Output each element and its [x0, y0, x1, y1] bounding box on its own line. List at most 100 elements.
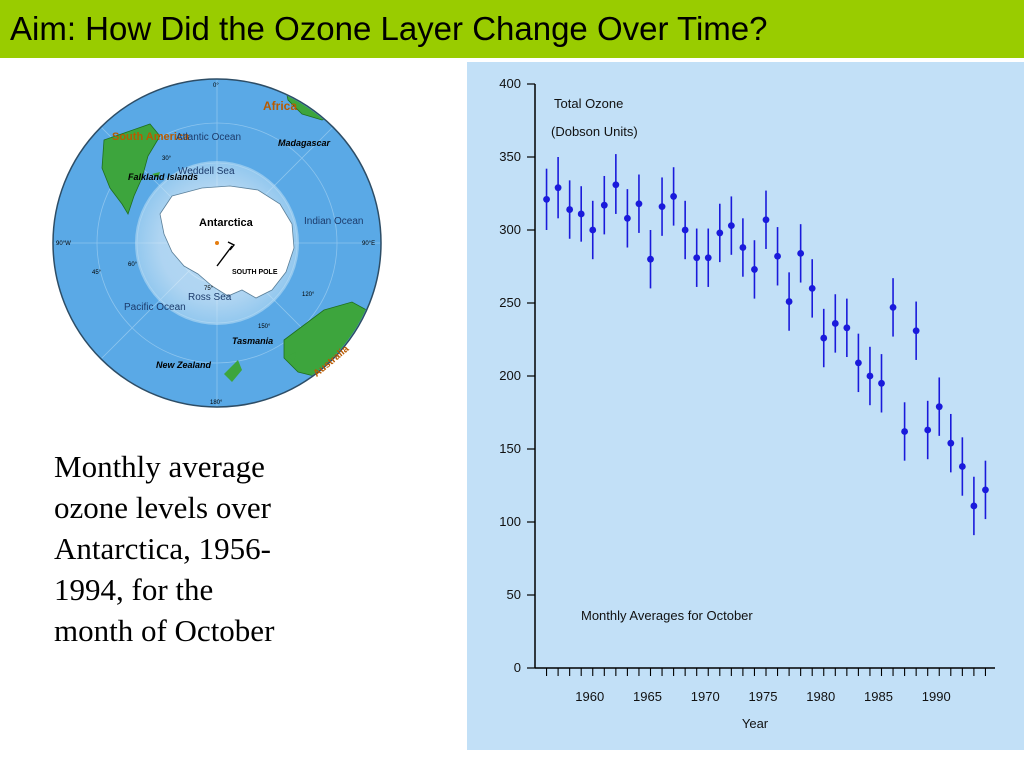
falkland-landmass	[152, 172, 160, 178]
data-point	[624, 214, 631, 222]
data-point	[566, 206, 574, 213]
map-label-pacific: Pacific Ocean	[124, 302, 186, 313]
map-label-new-zealand: New Zealand	[156, 360, 212, 370]
chart-marks	[543, 154, 989, 536]
antarctica-map: Africa South America Atlantic Ocean Mada…	[52, 78, 382, 408]
data-point	[577, 210, 585, 218]
data-point	[612, 181, 620, 189]
x-tick-label: 1960	[575, 689, 604, 704]
data-point	[855, 359, 862, 367]
data-point	[947, 439, 955, 447]
y-tick-label: 100	[499, 514, 521, 529]
chart-caption: Monthly average ozone levels over Antarc…	[54, 446, 354, 651]
data-point	[589, 226, 597, 234]
y-tick-label: 0	[514, 660, 521, 675]
caption-line: ozone levels over	[54, 490, 271, 525]
map-svg: Africa South America Atlantic Ocean Mada…	[52, 78, 382, 408]
ozone-chart-panel: Total Ozone (Dobson Units) Monthly Avera…	[467, 62, 1024, 750]
data-point	[658, 203, 666, 211]
y-tick-label: 350	[499, 149, 521, 164]
map-label-atlantic: Atlantic Ocean	[176, 132, 241, 143]
data-point	[797, 249, 805, 257]
data-point	[901, 428, 908, 435]
y-tick-label: 250	[499, 295, 521, 310]
slide-title: Aim: How Did the Ozone Layer Change Over…	[10, 10, 768, 47]
map-label-weddell: Weddell Sea	[178, 166, 235, 177]
caption-line: Monthly average	[54, 449, 265, 484]
data-point	[716, 229, 724, 237]
caption-line: Antarctica, 1956-	[54, 531, 271, 566]
x-axis-label: Year	[742, 716, 769, 731]
caption-line: 1994, for the	[54, 572, 214, 607]
data-point	[739, 244, 747, 251]
map-label-90w: 90°W	[56, 241, 71, 247]
map-label-150: 150°	[258, 324, 271, 330]
data-point	[693, 254, 701, 262]
y-tick-label: 50	[507, 587, 521, 602]
map-label-120: 120°	[302, 292, 315, 298]
data-point	[554, 184, 562, 192]
data-point	[924, 426, 932, 434]
map-label-45: 45°	[92, 270, 102, 276]
map-label-falkland: Falkland Islands	[128, 172, 198, 182]
map-label-90e: 90°E	[362, 241, 375, 247]
map-label-tasmania: Tasmania	[232, 336, 273, 346]
data-point	[543, 195, 550, 203]
antarctica-landmass	[159, 185, 295, 299]
x-tick-label: 1970	[691, 689, 720, 704]
new-zealand-landmass	[224, 360, 242, 382]
map-label-antarctica: Antarctica	[199, 217, 254, 229]
map-label-south-america: South America	[112, 131, 190, 143]
y-tick-label: 400	[499, 76, 521, 91]
pole-arrowhead-icon	[227, 241, 236, 251]
data-point	[727, 222, 735, 230]
map-label-75: 75°	[204, 286, 214, 292]
x-tick-label: 1975	[749, 689, 778, 704]
data-point	[774, 252, 781, 260]
map-label-30: 30°	[162, 156, 172, 162]
caption-line: month of October	[54, 613, 275, 648]
data-point	[958, 463, 966, 470]
data-point	[982, 486, 989, 494]
data-point	[785, 298, 793, 305]
chart-axes: 0 50 100 150 200 250 300 350 400 1960 1965 1970 1975…	[499, 76, 995, 704]
tasmania-landmass	[288, 352, 296, 362]
data-point	[935, 403, 943, 411]
y-tick-label: 300	[499, 222, 521, 237]
map-label-ross: Ross Sea	[188, 292, 232, 303]
map-label-madagascar: Madagascar	[278, 138, 331, 148]
map-label-0: 0°	[213, 83, 219, 89]
map-label-indian: Indian Ocean	[304, 216, 364, 227]
south-america-landmass	[101, 123, 161, 215]
title-bar: Aim: How Did the Ozone Layer Change Over…	[0, 0, 1024, 58]
data-point	[635, 200, 643, 208]
south-pole-dot	[215, 241, 219, 245]
pole-arrow-icon	[216, 245, 233, 267]
ozone-chart: Total Ozone (Dobson Units) Monthly Avera…	[499, 76, 995, 731]
x-tick-label: 1980	[806, 689, 835, 704]
y-tick-label: 150	[499, 441, 521, 456]
data-point	[751, 266, 758, 273]
chart-title: Total Ozone	[554, 96, 623, 111]
madagascar-landmass	[350, 130, 358, 150]
data-point	[970, 502, 978, 510]
data-point	[831, 320, 839, 327]
x-tick-label: 1985	[864, 689, 893, 704]
x-tick-label: 1965	[633, 689, 662, 704]
chart-annotation: Monthly Averages for October	[581, 608, 753, 623]
data-point	[762, 216, 770, 224]
chart-subtitle: (Dobson Units)	[551, 124, 638, 139]
data-point	[820, 334, 828, 342]
x-tick-label: 1990	[922, 689, 951, 704]
data-point	[600, 201, 608, 209]
data-point	[878, 379, 885, 387]
data-point	[808, 285, 816, 292]
map-label-180: 180°	[210, 400, 223, 406]
map-label-60: 60°	[128, 262, 138, 268]
data-point	[889, 303, 897, 311]
data-point	[912, 327, 920, 335]
data-point	[647, 255, 654, 263]
map-label-south-pole: SOUTH POLE	[232, 269, 278, 276]
data-point	[843, 324, 851, 332]
y-tick-label: 200	[499, 368, 521, 383]
